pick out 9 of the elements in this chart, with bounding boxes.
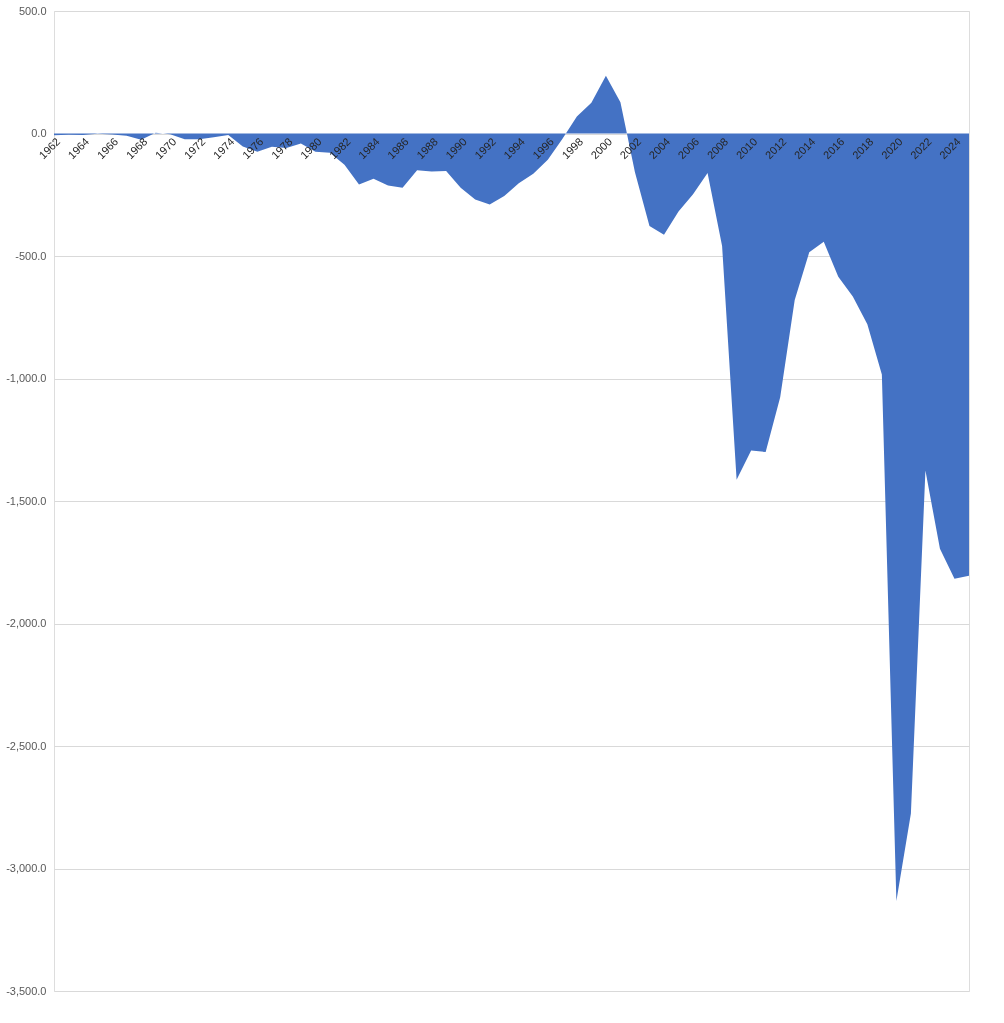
y-tick-label: -1,500.0 <box>6 494 47 507</box>
y-tick-label: -500.0 <box>15 249 47 262</box>
y-tick-label: -3,500.0 <box>6 984 47 997</box>
y-tick-label: -2,500.0 <box>6 739 47 752</box>
y-tick-label: -3,000.0 <box>6 862 47 874</box>
y-tick-label: -1,000.0 <box>6 372 47 384</box>
y-tick-label: 500.0 <box>18 4 47 17</box>
y-tick-label: -2,000.0 <box>6 617 47 629</box>
y-tick-label: 0.0 <box>31 127 47 139</box>
